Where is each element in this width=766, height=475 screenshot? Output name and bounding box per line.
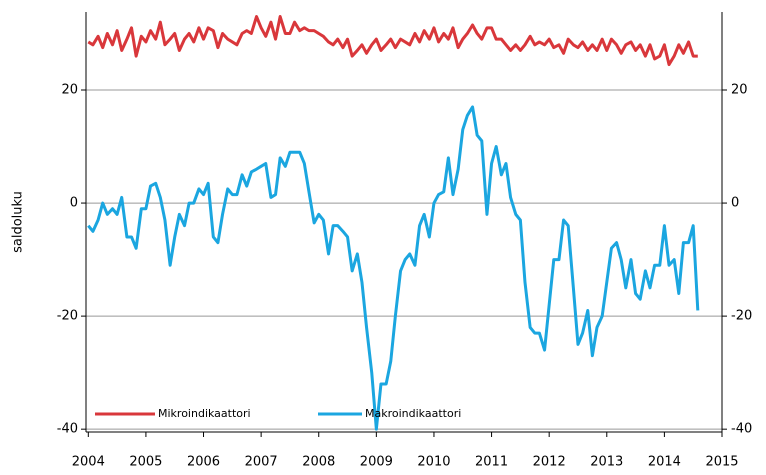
y-axis-title: saldoluku	[11, 191, 26, 253]
y-tick-label: -20	[57, 309, 78, 324]
x-tick-label: 2015	[705, 455, 738, 470]
y2-tick-label: -40	[731, 422, 752, 437]
x-tick-label: 2011	[475, 455, 508, 470]
x-tick-label: 2009	[360, 455, 393, 470]
legend-label: Mikroindikaattori	[158, 407, 251, 420]
data-line	[87, 105, 700, 431]
x-tick-label: 2013	[590, 455, 623, 470]
y2-tick-label: 20	[731, 83, 748, 98]
y-tick-label: -40	[57, 422, 78, 437]
y2-tick-label: -20	[731, 309, 752, 324]
x-tick-label: 2006	[187, 455, 220, 470]
x-tick-label: 2005	[129, 455, 162, 470]
x-tick-label: 2007	[245, 455, 278, 470]
legend-label: Makroindikaattori	[365, 407, 461, 420]
x-tick-label: 2012	[533, 455, 566, 470]
x-tick-label: 2004	[72, 455, 105, 470]
y2-tick-label: 0	[731, 196, 739, 211]
x-tick-label: 2014	[648, 455, 681, 470]
y-tick-label: 0	[70, 196, 78, 211]
x-tick-label: 2008	[302, 455, 335, 470]
x-tick-label: 2010	[417, 455, 450, 470]
data-line	[87, 15, 698, 67]
y-tick-label: 20	[61, 83, 78, 98]
